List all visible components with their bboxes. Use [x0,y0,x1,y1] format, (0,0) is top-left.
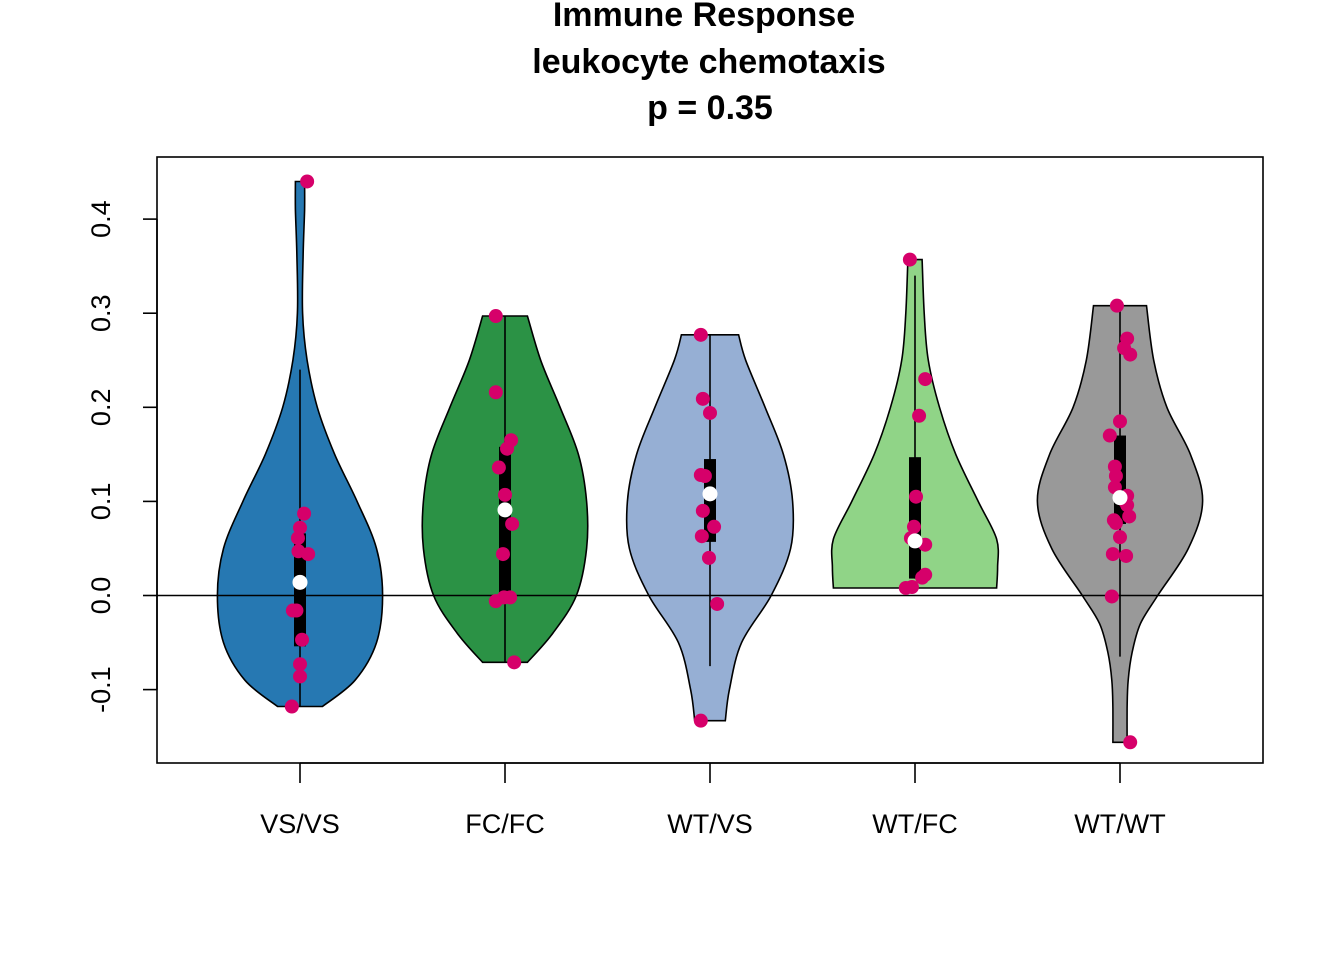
data-point-wt-vs-4 [697,468,712,483]
data-point-wt-vs-7 [694,529,709,544]
y-axis: -0.1 0.0 0.1 0.2 0.3 0.4 [86,200,158,713]
data-point-wt-wt-17 [1105,547,1120,562]
x-tick-label-wt-fc: WT/FC [872,809,957,839]
data-point-vs-vs-3 [290,531,305,546]
data-point-fc-fc-11 [507,655,522,670]
data-point-wt-vs-6 [707,519,722,534]
y-tick-label-2: 0.1 [86,483,116,521]
data-point-wt-wt-15 [1108,516,1123,531]
data-point-vs-vs-0 [300,174,315,189]
data-point-fc-fc-7 [495,547,510,562]
x-tick-label-wt-wt: WT/WT [1074,809,1165,839]
chart-title-line-2: leukocyte chemotaxis [532,43,885,81]
data-point-fc-fc-3 [500,441,515,456]
data-point-wt-wt-16 [1113,530,1127,545]
x-tick-label-vs-vs: VS/VS [260,809,340,839]
data-point-vs-vs-11 [284,699,299,714]
y-tick-label-0: -0.1 [86,666,116,713]
data-point-vs-vs-7 [289,603,304,618]
median-marker-wt-vs [702,486,718,502]
median-marker-vs-vs [292,574,308,590]
data-point-fc-fc-4 [491,460,506,475]
chart-title: Immune Response leukocyte chemotaxis p =… [532,0,885,127]
data-point-vs-vs-9 [293,657,307,672]
median-marker-wt-wt [1112,490,1128,506]
data-point-vs-vs-2 [293,520,307,535]
iqr-box-vs-vs [294,533,306,647]
median-marker-wt-fc [907,533,923,549]
data-point-wt-wt-7 [1108,468,1123,483]
median-marker-fc-fc [497,502,513,518]
iqr-box-wt-fc [909,457,921,579]
data-point-wt-fc-4 [906,519,921,534]
data-point-fc-fc-0 [488,309,503,324]
data-point-wt-wt-19 [1104,589,1119,604]
x-axis: VS/VS FC/FC WT/VS WT/FC WT/WT [260,762,1166,839]
data-point-vs-vs-10 [293,669,307,684]
data-point-wt-vs-9 [710,596,725,611]
data-point-wt-vs-10 [693,713,708,728]
data-point-fc-fc-5 [498,487,512,502]
data-point-wt-wt-18 [1119,548,1134,563]
data-point-wt-vs-1 [695,391,710,406]
points-layer [284,174,1138,750]
y-tick-label-4: 0.3 [86,294,116,332]
data-point-wt-wt-13 [1122,509,1137,524]
data-point-wt-vs-2 [703,405,717,420]
x-tick-label-wt-vs: WT/VS [667,809,753,839]
data-point-wt-vs-5 [695,503,710,518]
data-point-wt-fc-10 [898,580,913,595]
data-point-fc-fc-1 [488,385,503,400]
data-point-wt-fc-2 [912,408,927,423]
chart-title-line-1: Immune Response [553,0,855,34]
data-point-wt-wt-0 [1109,298,1124,313]
data-point-wt-wt-5 [1102,428,1117,443]
data-point-wt-fc-0 [902,252,917,267]
data-point-fc-fc-6 [505,516,520,531]
data-point-wt-vs-8 [701,550,716,565]
y-tick-label-3: 0.2 [86,389,116,427]
data-point-vs-vs-5 [301,547,316,562]
data-point-wt-fc-3 [909,489,924,504]
y-tick-label-1: 0.0 [86,577,116,615]
data-point-fc-fc-10 [488,594,503,609]
y-tick-label-5: 0.4 [86,200,116,238]
data-point-wt-wt-4 [1113,414,1127,429]
data-point-wt-fc-8 [915,570,930,585]
data-point-vs-vs-1 [297,506,312,521]
data-point-wt-fc-1 [918,372,933,387]
data-point-wt-wt-20 [1123,735,1138,750]
data-point-wt-wt-3 [1123,347,1138,362]
data-point-wt-vs-0 [693,327,708,342]
x-tick-label-fc-fc: FC/FC [465,809,544,839]
data-point-vs-vs-8 [295,632,310,647]
chart-title-line-3: p = 0.35 [647,89,773,127]
